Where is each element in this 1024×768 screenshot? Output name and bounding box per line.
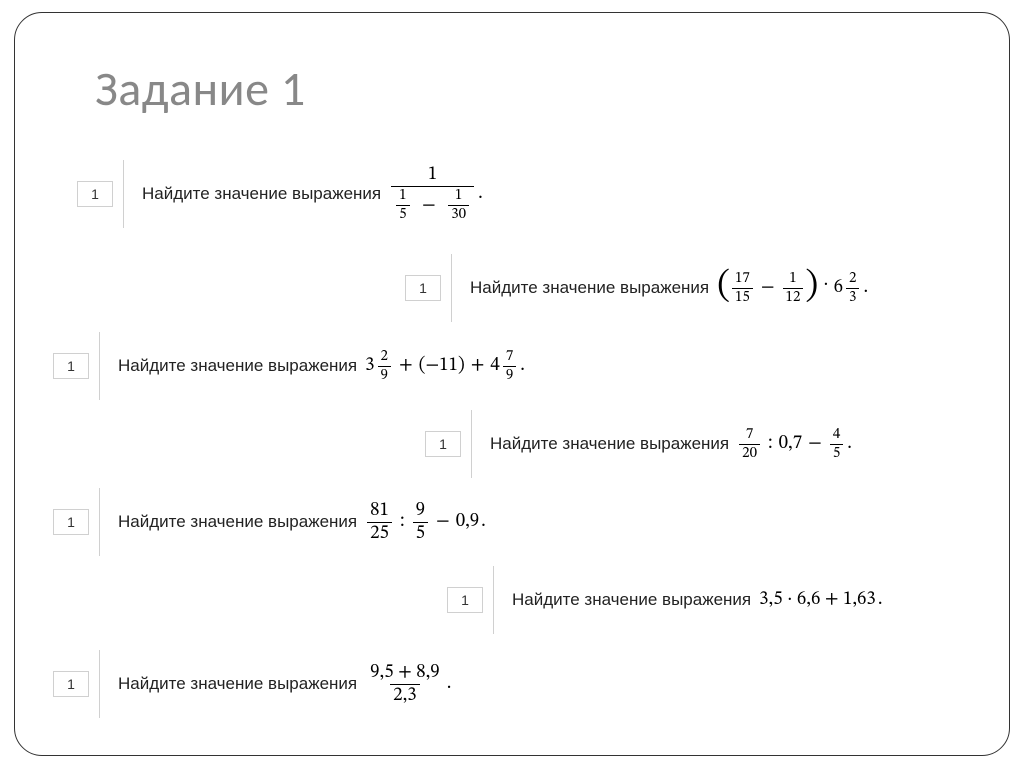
problem-row: 1 Найдите значение выражения 720 : 0,7 −… (425, 409, 852, 479)
numerator: 1 (425, 165, 440, 186)
problem-number-badge: 1 (53, 509, 89, 535)
denominator: 2,3 (390, 684, 419, 706)
problem-number-badge: 1 (447, 587, 483, 613)
prompt-text: Найдите значение выражения (470, 278, 709, 298)
prompt-text: Найдите значение выражения (512, 590, 751, 610)
problem-row: 1 Найдите значение выражения 329 + (−11)… (53, 331, 525, 401)
math-expression: 3,5 · 6,6 + 1,63 . (759, 588, 882, 612)
divider (451, 254, 452, 322)
divider (493, 566, 494, 634)
problem-row: 1 Найдите значение выражения 8125 : 95 −… (53, 487, 486, 557)
prompt-text: Найдите значение выражения (142, 184, 381, 204)
numerator: 9,5 + 8,9 (367, 663, 443, 684)
divider (99, 650, 100, 718)
divider (99, 488, 100, 556)
prompt-text: Найдите значение выражения (118, 512, 357, 532)
denominator: 15 − 130 (391, 186, 474, 223)
problem-number-badge: 1 (53, 671, 89, 697)
divider (99, 332, 100, 400)
math-expression: 9,5 + 8,9 2,3 . (365, 663, 451, 706)
problem-number-badge: 1 (425, 431, 461, 457)
problem-row: 1 Найдите значение выражения 9,5 + 8,9 2… (53, 649, 451, 719)
prompt-text: Найдите значение выражения (118, 674, 357, 694)
prompt-text: Найдите значение выражения (118, 356, 357, 376)
slide-frame: Задание 1 1 Найдите значение выражения 1… (14, 12, 1010, 756)
math-expression: 1 15 − 130 . (389, 165, 483, 222)
problem-number-badge: 1 (53, 353, 89, 379)
page-title: Задание 1 (95, 59, 306, 118)
problem-row: 1 Найдите значение выражения ( 1715 − 11… (405, 253, 868, 323)
problem-row: 1 Найдите значение выражения 3,5 · 6,6 +… (447, 565, 883, 635)
divider (123, 160, 124, 228)
math-expression: ( 1715 − 112 ) · 623 . (717, 271, 868, 306)
math-expression: 329 + (−11) + 479 . (365, 349, 525, 384)
math-expression: 720 : 0,7 − 45 . (737, 427, 852, 462)
problem-number-badge: 1 (405, 275, 441, 301)
problem-row: 1 Найдите значение выражения 1 15 − 130 … (77, 159, 483, 229)
problem-number-badge: 1 (77, 181, 113, 207)
math-expression: 8125 : 95 − 0,9 . (365, 501, 486, 544)
prompt-text: Найдите значение выражения (490, 434, 729, 454)
divider (471, 410, 472, 478)
